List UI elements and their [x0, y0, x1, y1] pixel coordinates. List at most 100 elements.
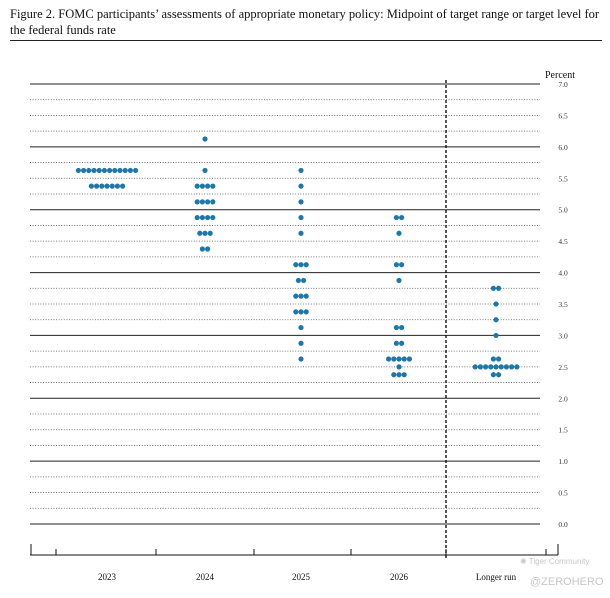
- participant-dot: [81, 167, 87, 174]
- participant-dot: [396, 277, 402, 284]
- y-axis-label: Percent: [545, 70, 575, 81]
- participant-dot: [197, 230, 203, 236]
- participant-dot: [210, 214, 216, 221]
- y-tick-label: 1.0: [558, 457, 568, 466]
- participant-dot: [391, 356, 397, 362]
- x-tick-label: Longer run: [476, 572, 517, 582]
- participant-dot: [298, 340, 304, 346]
- participant-dot: [396, 364, 402, 370]
- participant-dot: [194, 214, 200, 221]
- participant-dot: [86, 167, 92, 174]
- participant-dot: [122, 167, 128, 174]
- participant-dot: [210, 199, 216, 205]
- y-tick-label: 3.5: [558, 300, 568, 309]
- y-tick-label: 6.0: [558, 143, 568, 152]
- participant-dot: [94, 183, 100, 189]
- participant-dot: [298, 262, 304, 268]
- participant-dot: [293, 262, 299, 268]
- participant-dot: [496, 372, 502, 378]
- participant-dot: [298, 324, 304, 331]
- participant-dot: [301, 277, 307, 284]
- participant-dot: [298, 309, 304, 315]
- participant-dot: [199, 214, 205, 221]
- participant-dot: [199, 246, 205, 252]
- participant-dot: [393, 262, 399, 268]
- participant-dot: [107, 167, 113, 174]
- participant-dot: [205, 246, 211, 252]
- participant-dot: [490, 285, 496, 291]
- participant-dot: [406, 356, 412, 362]
- participant-dot: [194, 183, 200, 189]
- watermark-icon: ✺: [520, 557, 527, 566]
- participant-dot: [493, 332, 499, 339]
- participant-dot: [298, 183, 304, 189]
- y-tick-label: 0.0: [558, 520, 568, 529]
- x-tick-label: 2023: [98, 572, 117, 582]
- participant-dot: [91, 167, 97, 174]
- participant-dot: [483, 364, 489, 370]
- participant-dot: [386, 356, 392, 362]
- participant-dot: [298, 230, 304, 236]
- participant-dot: [88, 183, 94, 189]
- participant-dot: [207, 230, 213, 236]
- participant-dot: [293, 293, 299, 299]
- participant-dot: [393, 214, 399, 221]
- participant-dot: [199, 183, 205, 189]
- participant-dot: [120, 183, 126, 189]
- watermark: ✺ Tiger Community: [520, 557, 589, 566]
- participant-dot: [295, 277, 301, 284]
- x-tick-label: 2026: [390, 572, 409, 582]
- participant-dot: [401, 356, 407, 362]
- participant-dot: [493, 364, 499, 370]
- participant-dot: [104, 183, 110, 189]
- y-tick-labels: 0.0 0.5 1.0 1.5 2.0 2.5 3.0 3.5 4.0 4.5 5.0 5.5 6.0 6…: [558, 80, 568, 529]
- x-tick-label: 2025: [292, 572, 311, 582]
- participant-dot: [298, 167, 304, 174]
- participant-dot: [114, 183, 120, 189]
- participant-dot: [399, 324, 405, 331]
- participant-dot: [303, 309, 309, 315]
- participant-dot: [496, 356, 502, 362]
- participant-dot: [199, 199, 205, 205]
- y-tick-label: 7.0: [558, 80, 568, 89]
- participant-dot: [401, 372, 407, 378]
- participant-dot: [391, 372, 397, 378]
- participant-dot: [493, 317, 499, 323]
- participant-dot: [205, 214, 211, 221]
- grid-lines: [30, 83, 540, 525]
- y-tick-label: 2.5: [558, 363, 568, 372]
- participant-dot: [298, 293, 304, 299]
- y-tick-label: 0.5: [558, 489, 568, 498]
- title-rule: [10, 40, 602, 41]
- participant-dot: [509, 364, 515, 370]
- figure-title: Figure 2. FOMC participants’ assessments…: [10, 7, 600, 37]
- participant-dot: [202, 167, 208, 174]
- participant-dot: [496, 285, 502, 291]
- participant-dot: [396, 356, 402, 362]
- y-tick-label: 5.5: [558, 174, 568, 183]
- participant-dot: [396, 372, 402, 378]
- watermark-handle: @ZEROHERO: [530, 576, 604, 588]
- participant-dot: [127, 167, 133, 174]
- participant-dot: [298, 356, 304, 362]
- participant-dot: [210, 183, 216, 189]
- participant-dot: [205, 199, 211, 205]
- participant-dot: [514, 364, 520, 370]
- participant-dot: [488, 364, 494, 370]
- participant-dot: [472, 364, 478, 370]
- participant-dot: [205, 183, 211, 189]
- participant-dot: [399, 262, 405, 268]
- watermark-line1: Tiger Community: [528, 557, 590, 566]
- participant-dot: [399, 214, 405, 221]
- participant-dot: [75, 167, 81, 174]
- dots: [75, 136, 520, 378]
- participant-dot: [477, 364, 483, 370]
- participant-dot: [298, 214, 304, 221]
- participant-dot: [498, 364, 504, 370]
- participant-dot: [99, 183, 105, 189]
- participant-dot: [396, 230, 402, 236]
- participant-dot: [101, 167, 107, 174]
- y-tick-label: 4.0: [558, 269, 568, 278]
- x-tick-label: 2024: [196, 572, 215, 582]
